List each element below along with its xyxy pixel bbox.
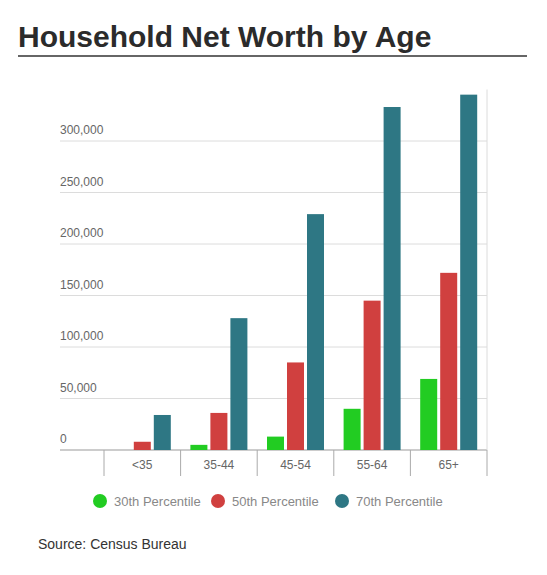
category-divider [333, 450, 334, 476]
category-divider [257, 450, 258, 476]
bar [114, 450, 131, 451]
bar [154, 415, 171, 450]
bars [134, 95, 477, 450]
category-divider [410, 450, 411, 476]
y-tick-label: 50,000 [60, 381, 97, 395]
category-divider [180, 450, 181, 476]
grid-line [60, 192, 487, 193]
source: Source: Census Bureau [38, 536, 187, 552]
bar [307, 214, 324, 450]
y-tick-label: 0 [60, 432, 67, 446]
title-rule [18, 55, 527, 57]
grid-line [60, 347, 487, 348]
x-tick-label: 55-64 [357, 458, 388, 472]
bar [134, 442, 151, 450]
x-tick-label: 65+ [439, 458, 459, 472]
legend-swatch [211, 494, 225, 508]
y-tick-label: 250,000 [60, 175, 104, 189]
bar [210, 413, 227, 450]
bar [364, 301, 381, 450]
y-tick-label: 200,000 [60, 226, 104, 240]
legend-label: 70th Percentile [356, 494, 443, 509]
x-tick-label: 35-44 [204, 458, 235, 472]
y-axis-line [487, 90, 488, 451]
grid-line [60, 141, 487, 142]
bar [384, 107, 401, 450]
bar [344, 409, 361, 450]
bar [230, 318, 247, 450]
grid-line [60, 244, 487, 245]
y-tick-label: 300,000 [60, 123, 104, 137]
bar [287, 362, 304, 450]
x-tick-label: <35 [132, 458, 153, 472]
chart: Household Net Worth by Age 0 50,000 100,000… [0, 0, 547, 575]
grid [60, 141, 487, 450]
bar [190, 445, 207, 450]
legend: 30th Percentile 50th Percentile 70th Perce… [93, 494, 443, 509]
legend-label: 30th Percentile [114, 494, 201, 509]
y-tick-label: 150,000 [60, 278, 104, 292]
bar [420, 379, 437, 450]
grid-line [60, 295, 487, 296]
legend-label: 50th Percentile [232, 494, 319, 509]
bar [440, 273, 457, 450]
x-tick-label: 45-54 [280, 458, 311, 472]
bar [267, 437, 284, 450]
bar [460, 95, 477, 450]
category-divider [104, 450, 105, 476]
y-tick-label: 100,000 [60, 329, 104, 343]
category-divider [487, 450, 488, 476]
legend-swatch [335, 494, 349, 508]
title: Household Net Worth by Age [18, 20, 431, 53]
legend-swatch [93, 494, 107, 508]
